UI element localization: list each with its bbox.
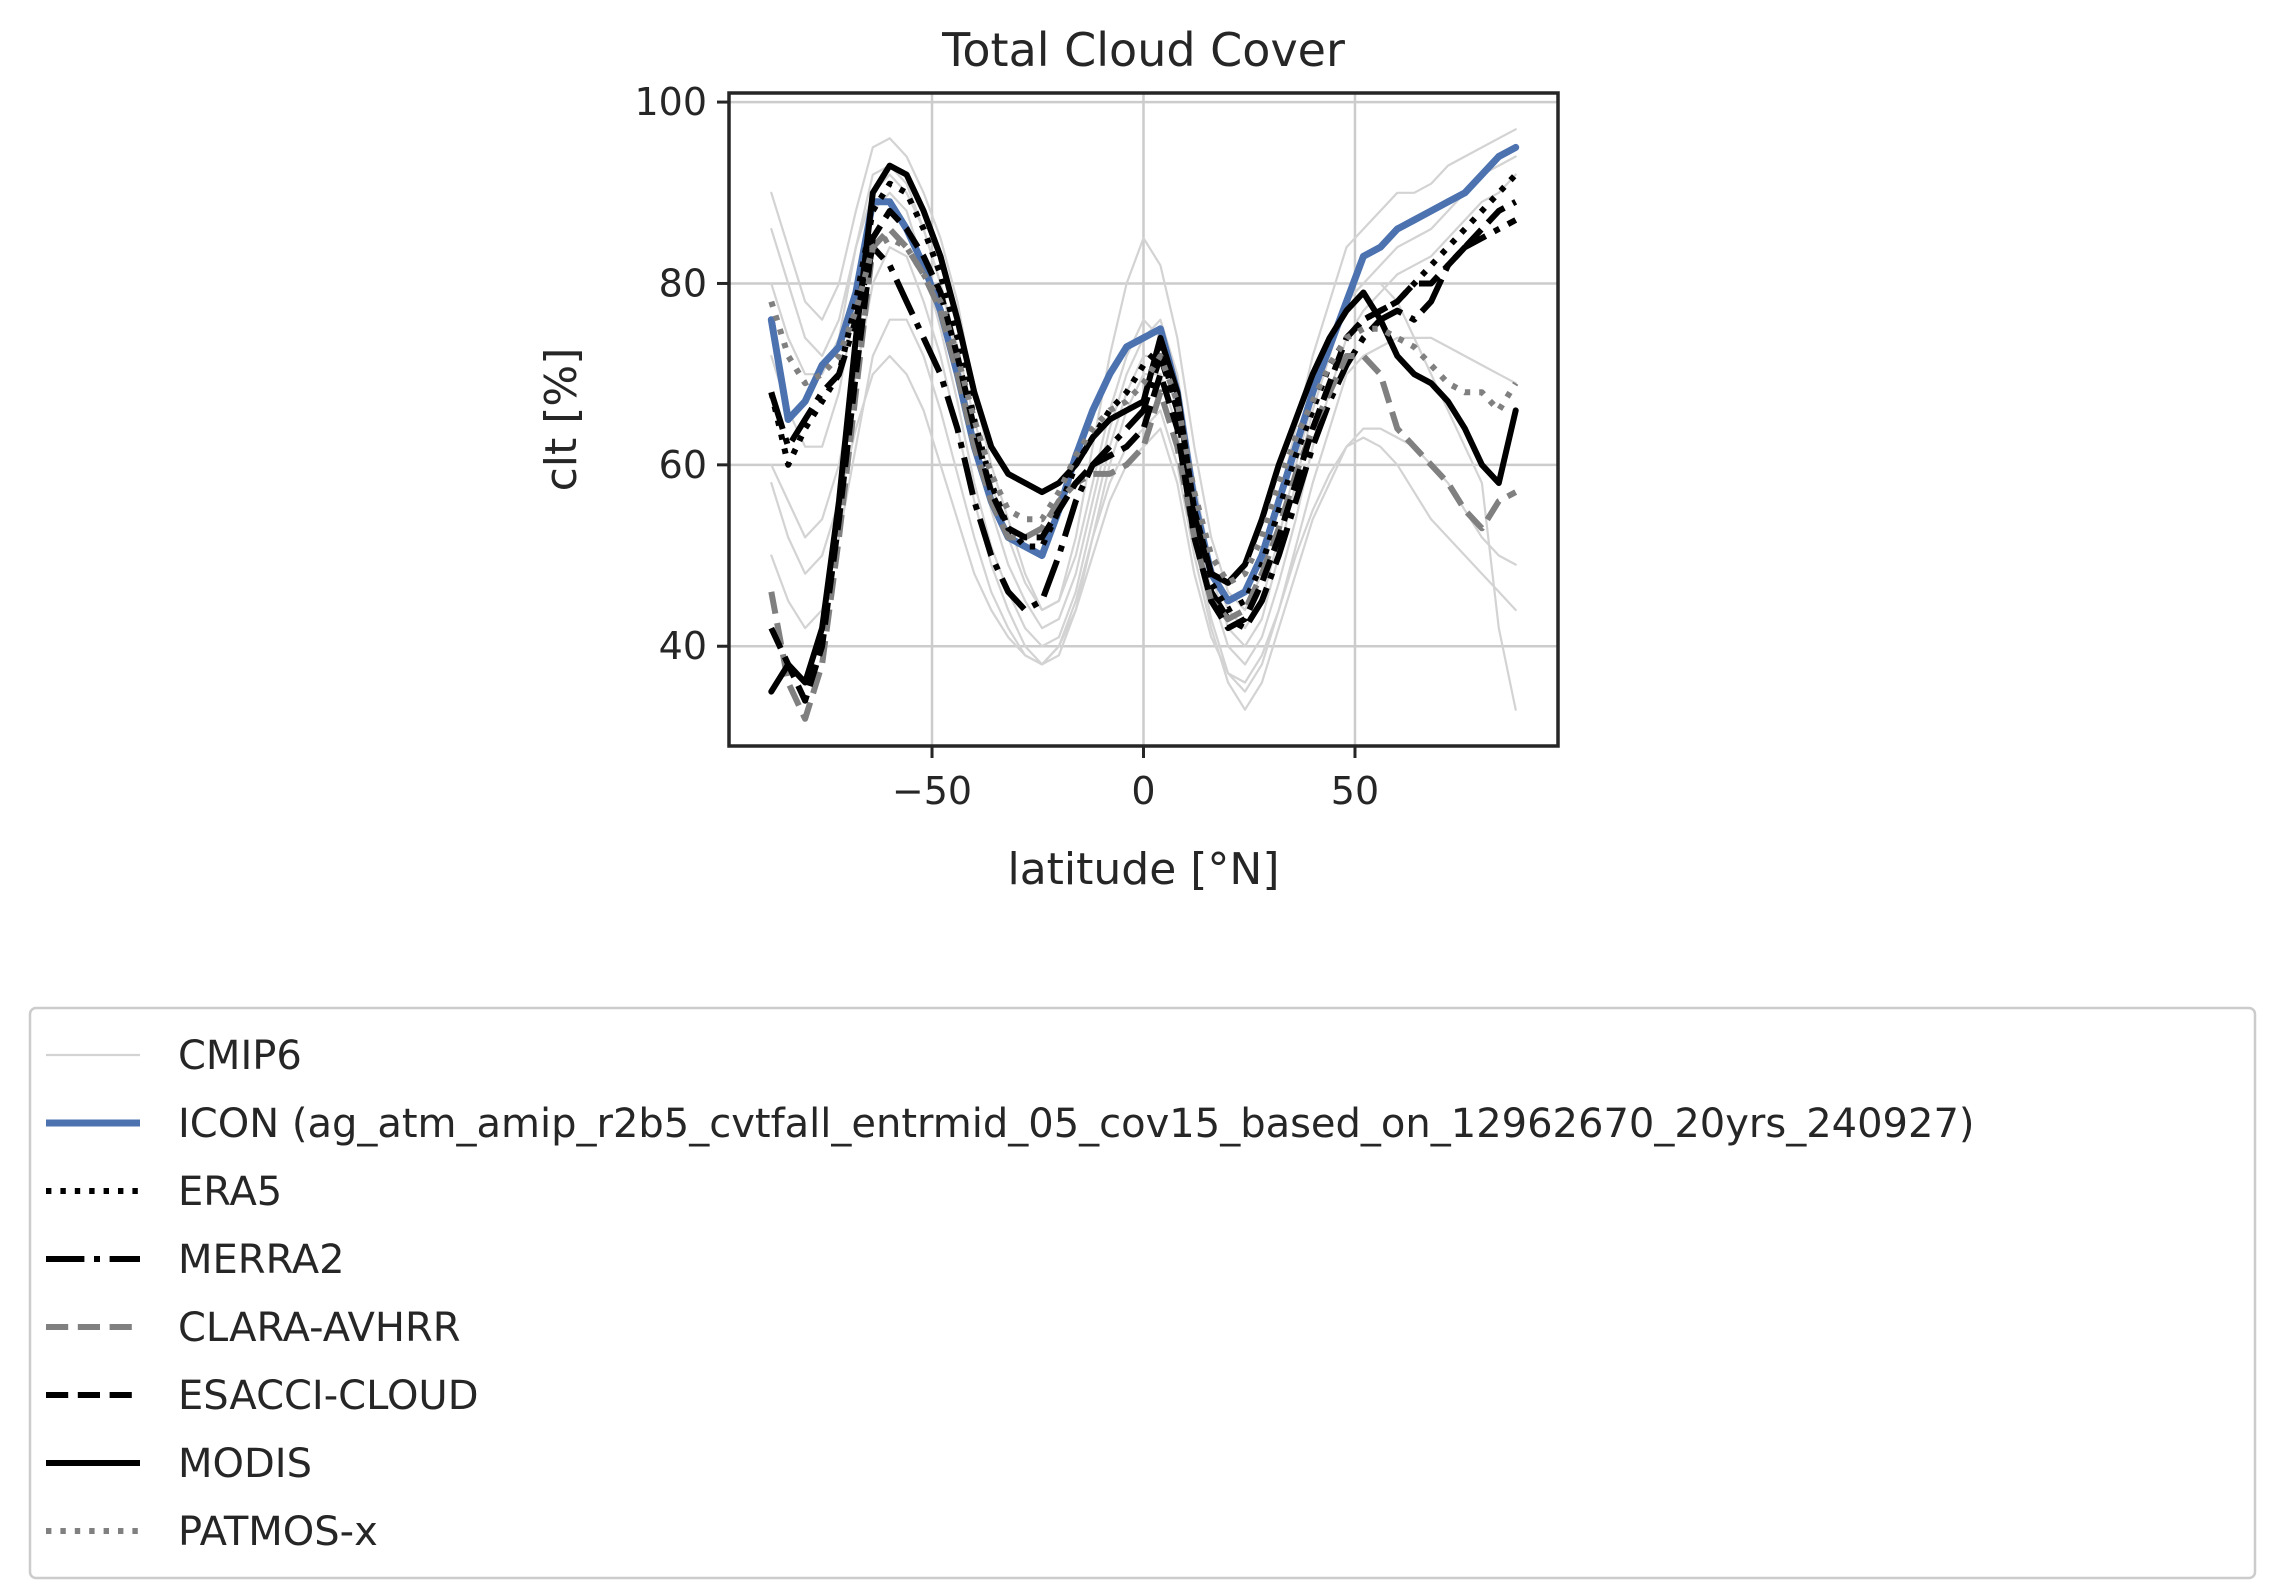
series-line-clara-avhrr [768,226,1518,722]
legend-label: MERRA2 [178,1237,345,1283]
legend-label: ERA5 [178,1169,282,1215]
y-tick-label: 60 [659,443,707,487]
legend-label: CMIP6 [178,1033,302,1079]
x-tick-label: 50 [1331,769,1379,813]
chart-title: Total Cloud Cover [941,23,1345,77]
y-tick-label: 80 [659,261,707,305]
series-line-modis [768,162,1519,695]
series-line-cmip6 [770,354,1517,684]
series-line-era5 [768,172,1518,613]
x-axis-label: latitude [°N] [1007,844,1279,895]
legend: CMIP6 ICON (ag_atm_amip_r2b5_cvtfall_entr… [46,1033,1975,1555]
series-line-cmip6 [770,128,1517,612]
y-tick-label: 40 [659,624,707,668]
legend-label: ESACCI-CLOUD [178,1373,479,1419]
series-line-cmip6 [770,318,1517,711]
legend-label: PATMOS-x [178,1509,378,1555]
y-axis-label: clt [%] [536,348,587,492]
series-line-esacci-cloud [768,199,1518,704]
axis-ticks: −50 0 50 40 60 80 100 [634,80,1379,813]
series-line-cmip6 [770,173,1517,711]
x-tick-label: −50 [892,769,972,813]
series-line-patmos-x [768,235,1519,586]
y-tick-label: 100 [634,80,707,124]
legend-label: ICON (ag_atm_amip_r2b5_cvtfall_entrmid_0… [178,1101,1975,1147]
series-line-icon-ag-atm-amip-r2b5-cvtfall-entrmid-05 [767,143,1520,605]
series-line-merra2 [768,217,1518,632]
legend-frame [28,1006,2257,1580]
legend-label: CLARA-AVHRR [178,1305,461,1351]
plot-lines [767,128,1520,722]
series-line-cmip6 [770,173,1517,666]
legend-label: MODIS [178,1441,312,1487]
x-tick-label: 0 [1131,769,1155,813]
